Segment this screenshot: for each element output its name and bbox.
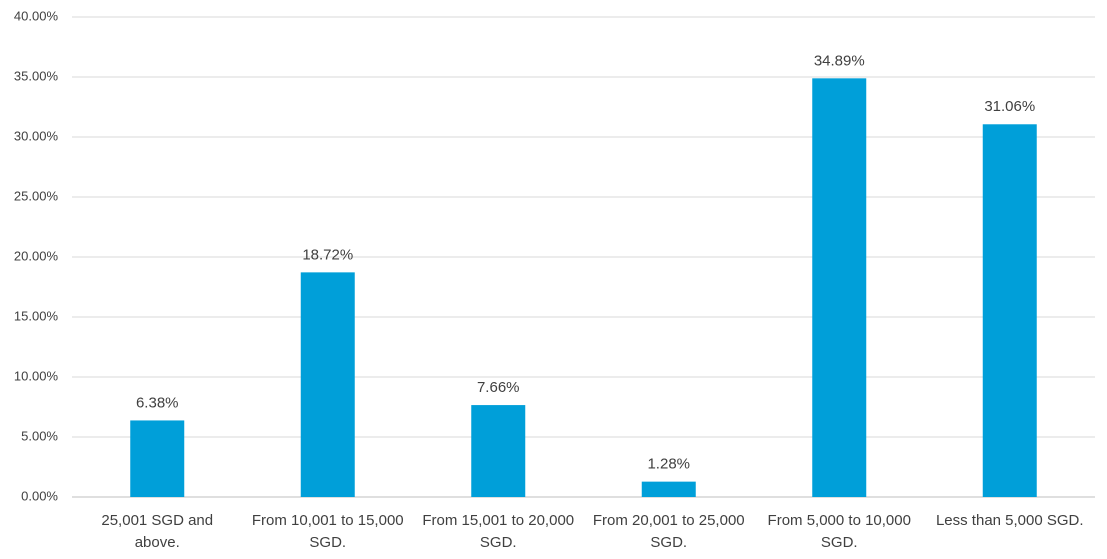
bar: [641, 481, 696, 497]
value-label: 7.66%: [477, 379, 520, 396]
value-label: 34.89%: [814, 52, 865, 69]
bar: [300, 272, 355, 497]
value-label: 18.72%: [302, 246, 353, 263]
x-tick-label: From 20,001 to 25,000 SGD.: [592, 512, 745, 551]
y-tick-label: 5.00%: [21, 428, 58, 443]
bar: [471, 405, 526, 497]
x-tick-label: From 5,000 to 10,000 SGD.: [767, 512, 911, 551]
y-tick-label: 10.00%: [14, 368, 59, 383]
y-tick-label: 35.00%: [14, 68, 59, 83]
value-label: 31.06%: [984, 98, 1035, 115]
x-tick-label: 25,001 SGD and above.: [101, 512, 214, 551]
value-label: 6.38%: [136, 394, 179, 411]
bar: [812, 78, 867, 497]
y-tick-label: 0.00%: [21, 488, 58, 503]
x-tick-label: Less than 5,000 SGD.: [935, 512, 1084, 529]
value-label: 1.28%: [647, 456, 690, 473]
y-tick-label: 15.00%: [14, 308, 59, 323]
x-tick-label: From 10,001 to 15,000 SGD.: [251, 512, 404, 551]
y-tick-label: 40.00%: [14, 8, 59, 23]
y-tick-label: 20.00%: [14, 248, 59, 263]
bar: [982, 124, 1037, 497]
bar: [130, 420, 185, 497]
x-tick-label: From 15,001 to 20,000 SGD.: [422, 512, 575, 551]
y-tick-label: 25.00%: [14, 188, 59, 203]
y-tick-label: 30.00%: [14, 128, 59, 143]
